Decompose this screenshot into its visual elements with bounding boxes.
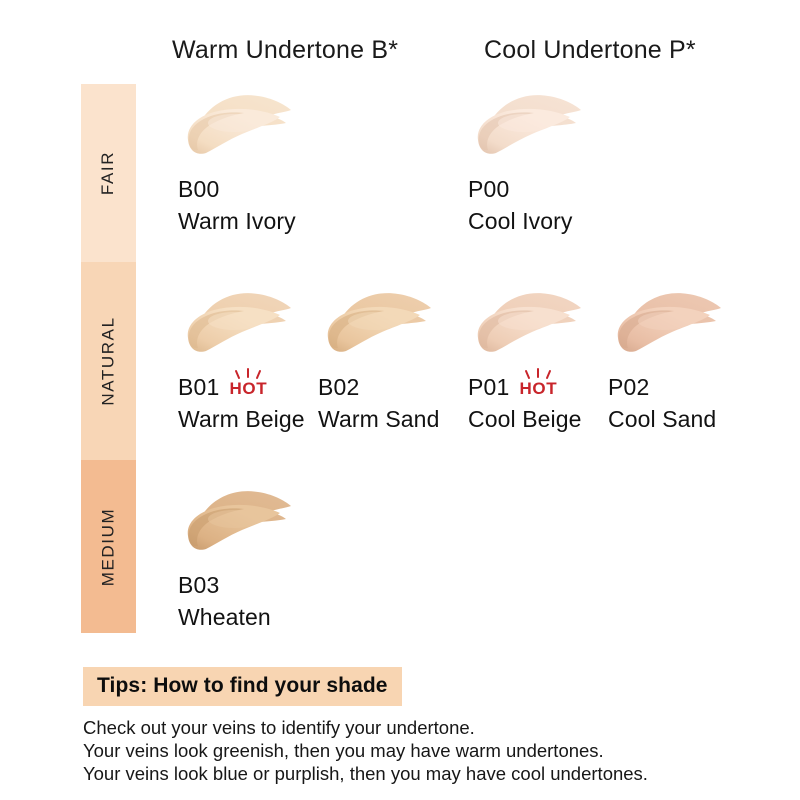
hot-badge-label: HOT <box>519 379 558 398</box>
column-header-cool: Cool Undertone P* <box>484 36 696 64</box>
swatch-b00[interactable] <box>176 90 294 162</box>
shade-code-row: B03 <box>178 572 220 599</box>
shade-cell-b03[interactable]: B03 Wheaten <box>176 486 294 630</box>
foundation-swatch-graphic <box>187 491 291 550</box>
tone-rail: FAIR NATURAL MEDIUM <box>81 84 136 633</box>
tone-band-medium-label: MEDIUM <box>98 507 118 586</box>
tips-line: Your veins look blue or purplish, then y… <box>83 763 648 784</box>
shade-code-row: P00 <box>468 176 510 203</box>
shade-name: Cool Ivory <box>468 208 573 234</box>
shade-name: Cool Beige <box>468 406 582 432</box>
hot-badge: HOT <box>229 368 268 398</box>
foundation-swatch-graphic <box>617 293 721 352</box>
shade-cell-p01[interactable]: P01 HOT Cool Beige <box>466 288 584 432</box>
shade-code-row: B01 HOT <box>178 368 268 401</box>
foundation-swatch-graphic <box>477 293 581 352</box>
shade-code: B02 <box>318 374 360 400</box>
shade-code: P01 <box>468 374 510 400</box>
foundation-swatch-graphic <box>187 95 291 154</box>
tips-heading: Tips: How to find your shade <box>83 667 402 706</box>
swatch-b01[interactable] <box>176 288 294 360</box>
hot-sparkle-icon <box>523 368 553 380</box>
foundation-swatch-graphic <box>327 293 431 352</box>
tone-band-fair: FAIR <box>81 84 136 262</box>
tips-line: Check out your veins to identify your un… <box>83 717 475 738</box>
shade-code: B00 <box>178 176 220 202</box>
shade-name: Warm Beige <box>178 406 305 432</box>
shade-name: Wheaten <box>178 604 271 630</box>
hot-badge: HOT <box>519 368 558 398</box>
shade-cell-p02[interactable]: P02 Cool Sand <box>606 288 724 432</box>
shade-code-row: P01 HOT <box>468 368 558 401</box>
tone-band-medium: MEDIUM <box>81 460 136 633</box>
swatch-p00[interactable] <box>466 90 584 162</box>
hot-sparkle-icon <box>233 368 263 380</box>
tips-body: Check out your veins to identify your un… <box>83 716 648 785</box>
shade-cell-p00[interactable]: P00 Cool Ivory <box>466 90 584 234</box>
shade-code-row: P02 <box>608 374 650 401</box>
shade-code: P00 <box>468 176 510 202</box>
column-header-warm: Warm Undertone B* <box>172 36 399 64</box>
shade-code: B01 <box>178 374 220 400</box>
foundation-swatch-graphic <box>477 95 581 154</box>
shade-cell-b02[interactable]: B02 Warm Sand <box>316 288 439 432</box>
foundation-swatch-graphic <box>187 293 291 352</box>
swatch-p01[interactable] <box>466 288 584 360</box>
swatch-p02[interactable] <box>606 288 724 360</box>
swatch-b02[interactable] <box>316 288 434 360</box>
shade-cell-b01[interactable]: B01 HOT Warm Beige <box>176 288 305 432</box>
shade-code: B03 <box>178 572 220 598</box>
shade-cell-b00[interactable]: B00 Warm Ivory <box>176 90 296 234</box>
shade-name: Warm Sand <box>318 406 440 432</box>
tone-band-natural-label: NATURAL <box>98 316 118 406</box>
shade-name: Warm Ivory <box>178 208 296 234</box>
tone-band-natural: NATURAL <box>81 262 136 460</box>
tips-line: Your veins look greenish, then you may h… <box>83 740 604 761</box>
tone-band-fair-label: FAIR <box>98 150 118 196</box>
swatch-b03[interactable] <box>176 486 294 558</box>
shade-code-row: B02 <box>318 374 360 401</box>
hot-badge-label: HOT <box>229 379 268 398</box>
shade-code: P02 <box>608 374 650 400</box>
shade-name: Cool Sand <box>608 406 717 432</box>
shade-code-row: B00 <box>178 176 220 203</box>
